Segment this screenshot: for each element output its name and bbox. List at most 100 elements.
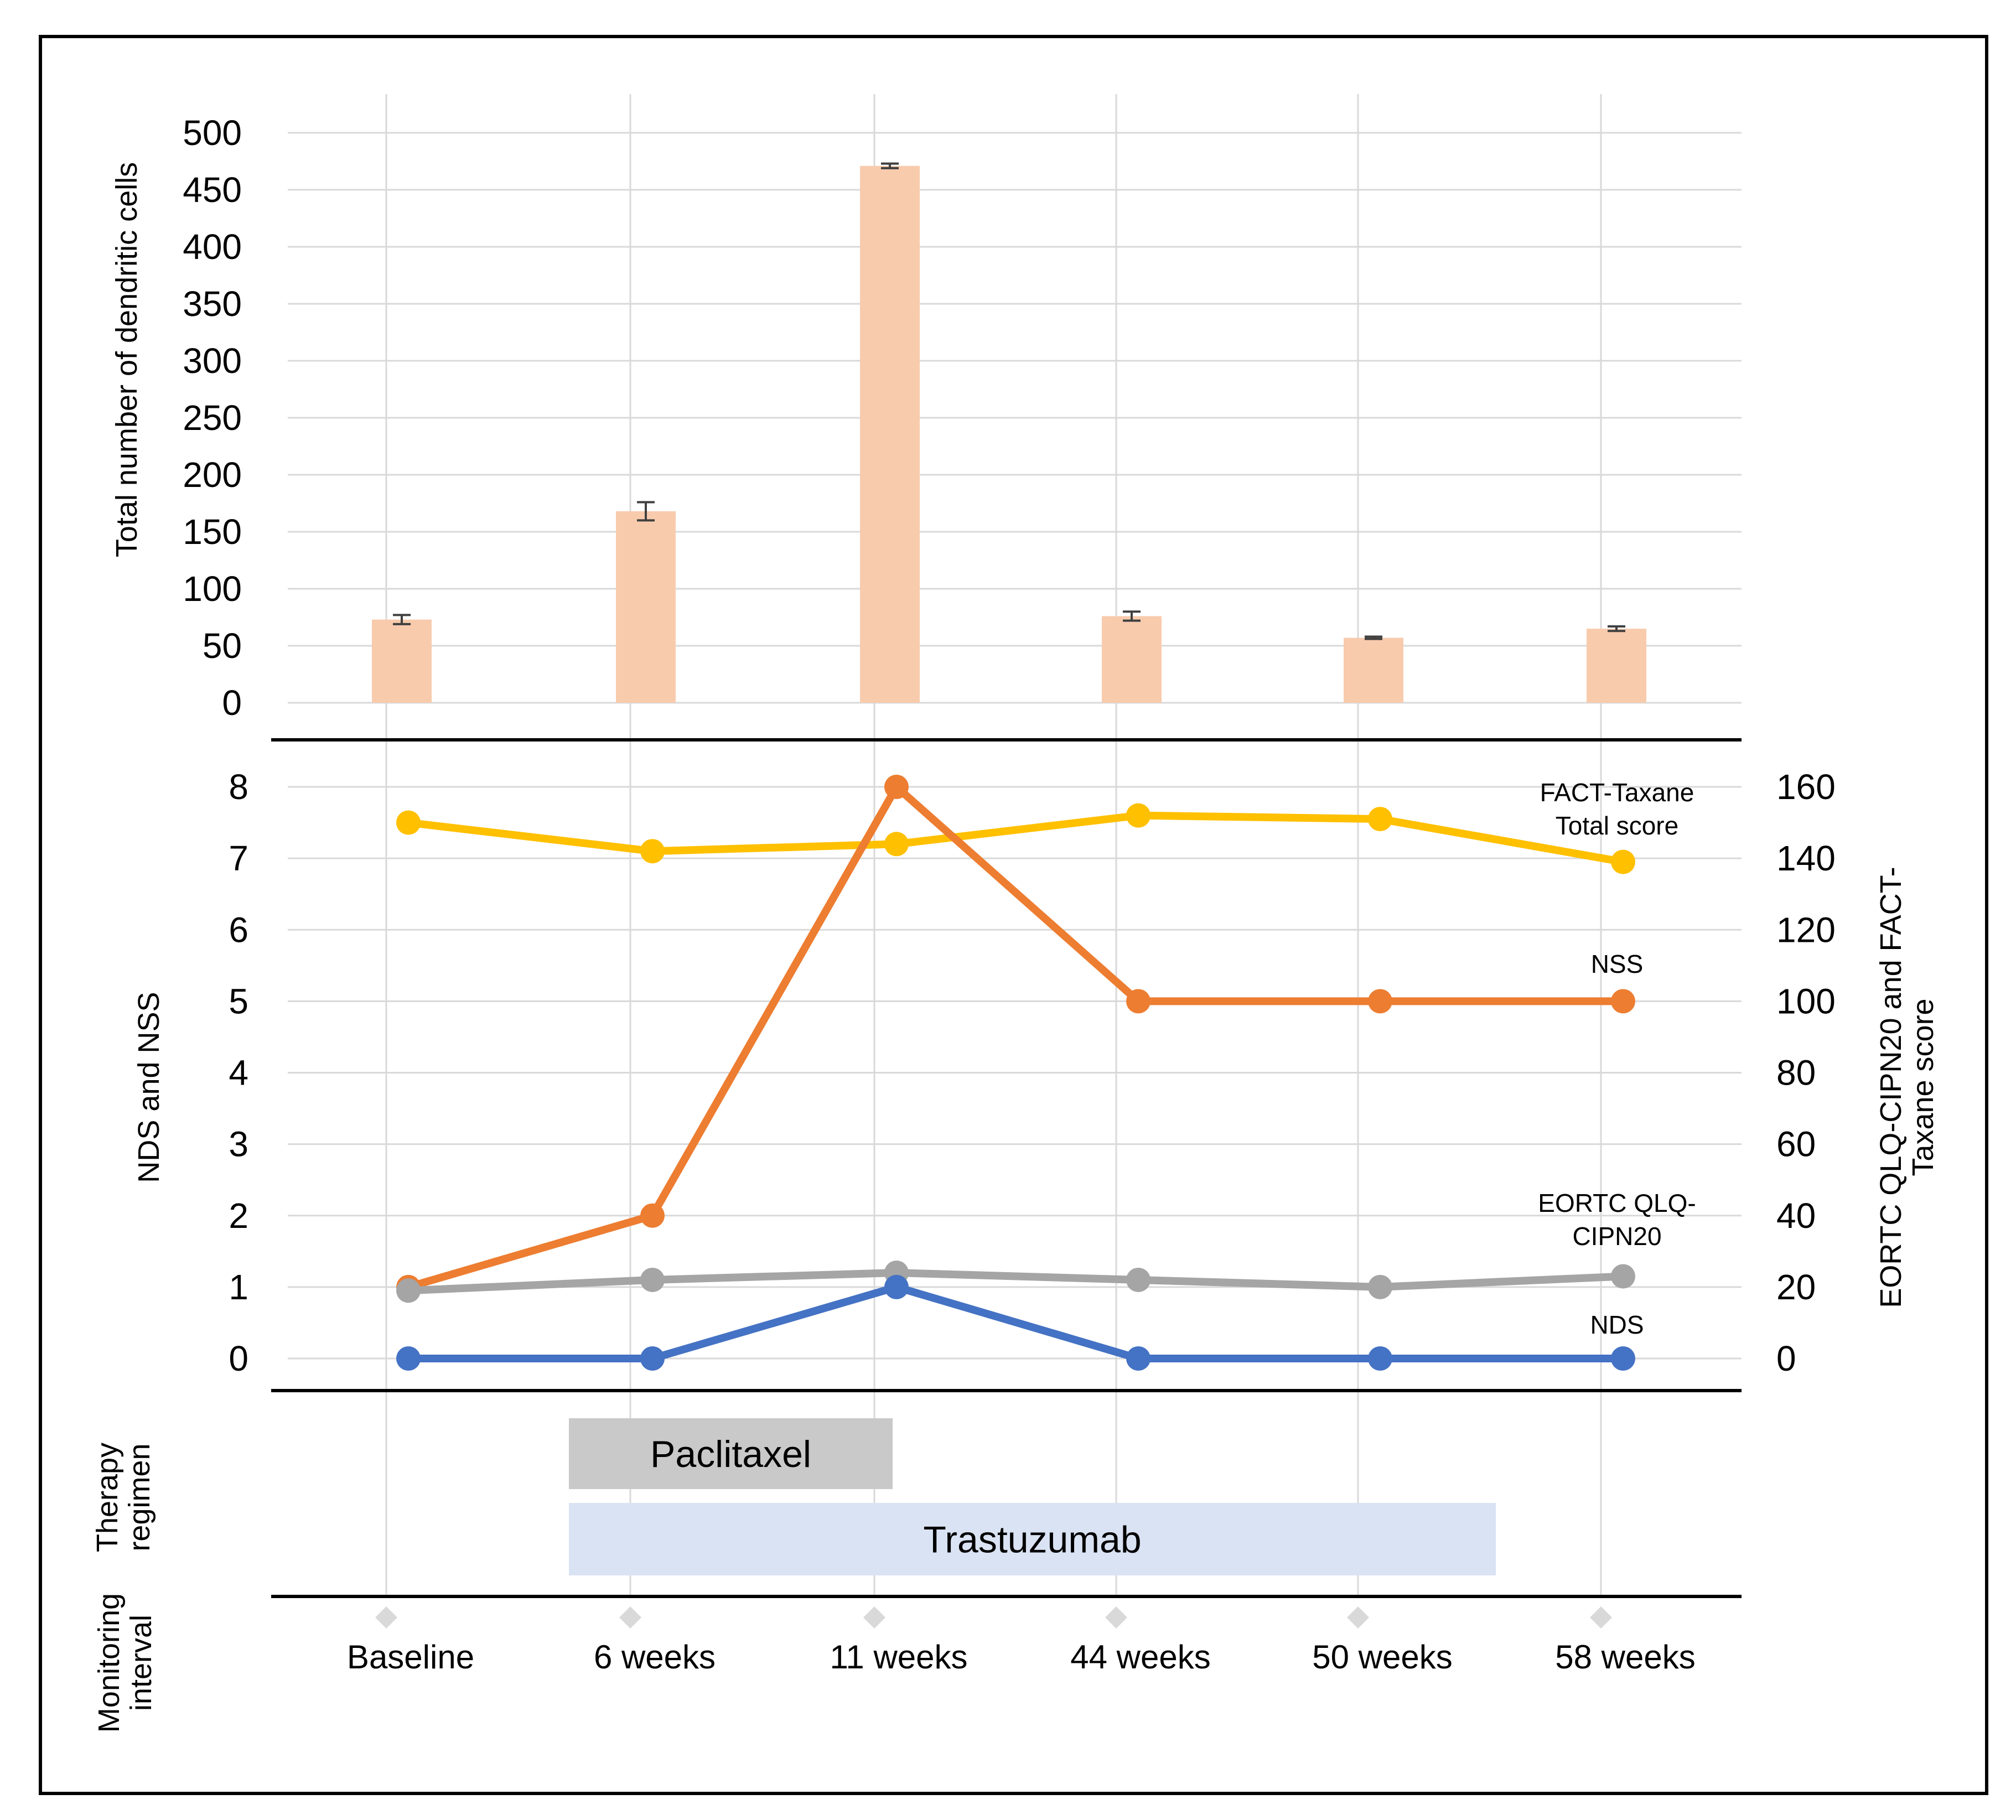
left-y-tick-6: 6 (229, 910, 248, 950)
right-y-tick-160: 160 (1776, 767, 1836, 807)
point-fact-taxane-total-score-44-weeks (1126, 803, 1150, 828)
left-y-tick-3: 3 (229, 1124, 248, 1164)
error-bar-44-weeks (1123, 610, 1141, 622)
point-nss-50-weeks (1368, 989, 1392, 1014)
line-chart-right-y-axis-label: EORTC QLQ-CIPN20 and FACT-Taxane score (1874, 867, 1940, 1308)
left-y-tick-2: 2 (229, 1196, 248, 1236)
right-y-tick-20: 20 (1776, 1267, 1816, 1307)
series-fact-taxane-total-score (396, 803, 1635, 874)
monitoring-interval-label: Monitoringinterval (92, 1593, 158, 1733)
right-y-tick-140: 140 (1776, 838, 1836, 878)
point-fact-taxane-total-score-58-weeks (1611, 849, 1635, 874)
point-eortc-qlq-cipn20-50-weeks (1368, 1274, 1392, 1299)
bar-44-weeks (1102, 616, 1162, 703)
label-nss: NSS (1591, 950, 1644, 978)
left-y-tick-1: 1 (229, 1267, 248, 1307)
x-tick-44-weeks: 44 weeks (1070, 1638, 1210, 1676)
therapy-regimen-label: Therapyregimen (91, 1443, 156, 1552)
left-y-tick-5: 5 (229, 981, 248, 1021)
line-fact-taxane-total-score (408, 811, 1624, 866)
bar-baseline (372, 619, 432, 703)
point-eortc-qlq-cipn20-44-weeks (1126, 1267, 1150, 1292)
line-chart-series-labels: FACT-Taxane Total score NSS EORTC QLQ-CIPN2… (1538, 778, 1696, 1339)
bar-58-weeks (1587, 629, 1646, 703)
line-nds (408, 1283, 1623, 1362)
bar-chart-y-ticks: 0 50 100 150 200 250 300 350 400 450 500 (183, 113, 242, 723)
left-y-tick-8: 8 (229, 767, 248, 807)
point-fact-taxane-total-score-11-weeks (884, 832, 909, 857)
bar-y-tick-350: 350 (183, 284, 242, 324)
point-nss-44-weeks (1126, 989, 1150, 1014)
scores-line-chart: 0 1 2 3 4 5 6 7 8 0 20 40 60 80 100 120 140 160 FACT-Tax… (132, 767, 1940, 1378)
monitoring-interval-panel: Monitoringinterval Baseline 6 weeks 11 wee… (92, 1593, 1696, 1733)
point-fact-taxane-total-score-6-weeks (640, 839, 665, 864)
monitor-marker-50-weeks (1347, 1606, 1369, 1629)
point-nss-6-weeks (640, 1203, 665, 1228)
right-y-tick-60: 60 (1776, 1124, 1816, 1164)
monitoring-interval-marks: Baseline 6 weeks 11 weeks 44 weeks 50 weeks 5… (347, 1606, 1696, 1676)
line-chart-left-y-ticks: 0 1 2 3 4 5 6 7 8 (229, 767, 248, 1378)
left-y-tick-0: 0 (229, 1339, 248, 1378)
point-eortc-qlq-cipn20-58-weeks (1611, 1264, 1635, 1289)
therapy-regimen-panel: Therapyregimen Paclitaxel Trastuzumab (91, 1418, 1496, 1575)
therapy-bar-paclitaxel (569, 1418, 893, 1489)
therapy-bar-label-paclitaxel: Paclitaxel (650, 1433, 811, 1475)
x-tick-58-weeks: 58 weeks (1555, 1638, 1695, 1676)
left-y-tick-7: 7 (229, 838, 248, 878)
line-eortc-qlq-cipn20 (408, 1269, 1624, 1295)
error-bar-11-weeks (881, 162, 899, 169)
monitor-marker-58-weeks (1590, 1606, 1612, 1629)
line-chart-right-y-ticks: 0 20 40 60 80 100 120 140 160 (1776, 767, 1836, 1378)
label-fact-taxane-total-score: FACT-Taxane Total score (1540, 778, 1694, 840)
x-tick-baseline: Baseline (347, 1638, 474, 1676)
right-y-tick-100: 100 (1776, 981, 1836, 1021)
line-chart-series (396, 775, 1635, 1371)
point-nds-baseline (396, 1346, 421, 1371)
therapy-bars: Paclitaxel Trastuzumab (569, 1418, 1496, 1575)
right-y-tick-80: 80 (1776, 1053, 1816, 1093)
x-tick-6-weeks: 6 weeks (594, 1638, 716, 1676)
point-eortc-qlq-cipn20-baseline (396, 1278, 421, 1303)
error-bar-6-weeks (637, 501, 655, 522)
monitor-marker-44-weeks (1105, 1606, 1127, 1629)
monitor-marker-baseline (375, 1606, 397, 1629)
therapy-bar-trastuzumab (569, 1503, 1496, 1575)
line-nss (407, 783, 1623, 1291)
point-nss-58-weeks (1611, 989, 1635, 1014)
monitor-marker-11-weeks (863, 1606, 885, 1629)
label-nds: NDS (1590, 1310, 1644, 1339)
bar-chart-y-axis-label: Total number of dendritic cells (110, 162, 143, 557)
bar-y-tick-100: 100 (183, 569, 242, 609)
point-nds-58-weeks (1611, 1346, 1635, 1371)
error-bar-50-weeks (1365, 635, 1382, 640)
bar-11-weeks (860, 165, 920, 703)
bar-y-tick-250: 250 (183, 398, 242, 438)
point-nds-50-weeks (1368, 1346, 1392, 1371)
therapy-bar-label-trastuzumab: Trastuzumab (923, 1519, 1141, 1561)
bar-y-tick-50: 50 (203, 626, 242, 666)
dendritic-cell-bar-chart: 0 50 100 150 200 250 300 350 400 450 500 Total num… (110, 113, 1742, 723)
point-fact-taxane-total-score-50-weeks (1368, 807, 1392, 832)
point-nds-11-weeks (884, 1274, 909, 1299)
point-nds-44-weeks (1126, 1346, 1150, 1371)
figure-frame (39, 35, 1988, 1795)
point-nds-6-weeks (640, 1346, 665, 1371)
bar-y-tick-400: 400 (183, 227, 242, 267)
right-y-tick-0: 0 (1776, 1339, 1796, 1378)
bar-chart-bars (372, 162, 1646, 703)
right-y-tick-120: 120 (1776, 910, 1836, 950)
bar-y-tick-300: 300 (183, 341, 242, 381)
bar-y-tick-450: 450 (183, 170, 242, 210)
left-y-tick-4: 4 (229, 1053, 248, 1093)
point-fact-taxane-total-score-baseline (396, 810, 421, 835)
x-tick-50-weeks: 50 weeks (1312, 1638, 1452, 1676)
x-tick-11-weeks: 11 weeks (830, 1638, 967, 1676)
series-eortc-qlq-cipn20 (396, 1261, 1635, 1303)
series-nds (396, 1274, 1635, 1371)
point-nss-11-weeks (884, 775, 909, 799)
bar-chart-gridlines (288, 132, 1742, 704)
bar-y-tick-200: 200 (183, 455, 242, 495)
bar-y-tick-0: 0 (222, 683, 242, 723)
bar-y-tick-150: 150 (183, 512, 242, 552)
line-chart-left-y-axis-label: NDS and NSS (132, 992, 165, 1183)
